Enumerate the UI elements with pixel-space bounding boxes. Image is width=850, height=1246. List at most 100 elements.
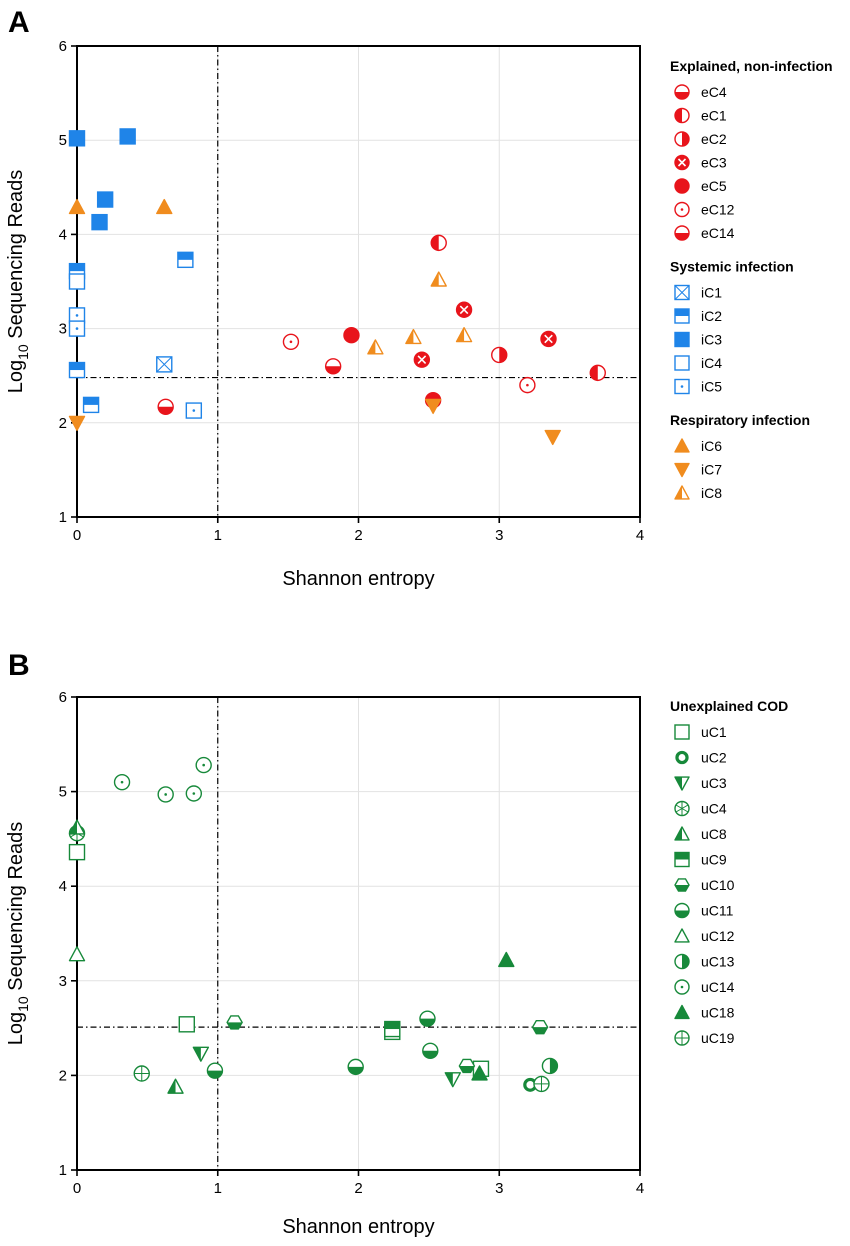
data-point-uc11 [419,1010,436,1027]
legend-marker [674,902,690,919]
gridlines [77,45,641,517]
panel-letter: A [8,6,30,39]
legend-marker [674,1004,690,1020]
legend-marker [674,438,690,453]
legend-marker [674,776,690,791]
legend-marker [674,724,690,740]
legend: Unexplained COD uC1 uC2 uC3 uC4 uC8 uC9 uC10 uC1… [670,698,788,1046]
legend-marker [674,485,690,500]
legend-item-ic3: iC3 [674,332,722,348]
data-point-ic7 [424,398,442,415]
data-point-ec3 [540,330,557,348]
legend-item-uc18: uC18 [674,1004,735,1021]
legend-label: eC14 [701,225,735,241]
data-points [68,756,559,1094]
legend-item-ec12: eC12 [674,202,735,218]
legend-item-ic1: iC1 [674,285,722,301]
legend-marker [675,750,689,765]
legend-marker [674,928,690,943]
data-point-uc11 [206,1062,224,1079]
legend-item-uc13: uC13 [674,953,735,970]
legend-label: iC7 [701,462,722,478]
legend-label: iC4 [701,355,722,371]
data-point-ic4 [68,273,86,290]
legend-label: iC3 [701,332,722,348]
legend-label: uC3 [701,775,727,791]
y-tick-label: 4 [59,226,67,243]
y-tick-label: 4 [59,878,67,895]
legend-item-ec3: eC3 [674,155,727,171]
data-point-ec1 [430,234,447,252]
data-point-ic2 [68,361,86,379]
data-point-uc11 [422,1042,439,1060]
data-point-ec12 [519,376,536,394]
legend-item-ec1: eC1 [674,107,727,124]
legend-label: iC2 [701,308,722,324]
data-point-uc8 [167,1078,184,1094]
data-point-uc14 [195,756,212,774]
legend-item-ic6: iC6 [674,438,722,454]
legend-label: uC9 [701,852,727,868]
legend-marker [674,225,690,241]
y-tick-label: 5 [59,784,67,801]
data-point-ic2 [177,251,194,269]
legend-label: iC6 [701,438,722,454]
legend-label: uC13 [701,954,735,970]
legend-item-uc11: uC11 [674,902,734,919]
legend-label: uC18 [701,1005,735,1021]
legend-marker [674,826,690,841]
legend-label: eC12 [701,202,735,218]
y-tick-label: 3 [59,973,67,990]
legend-marker [674,462,690,478]
gridlines [77,696,641,1170]
data-point-ec4 [157,398,174,415]
data-point-ic2 [82,396,100,414]
data-point-uc19 [133,1065,150,1082]
data-point-ic8 [430,271,447,287]
y-tick-label: 6 [59,689,67,706]
legend-label: iC5 [701,379,722,395]
data-point-uc3 [192,1046,210,1062]
y-tick-label: 2 [59,415,67,432]
legend-marker [674,107,690,124]
data-point-ic8 [455,326,473,343]
x-tick-label: 0 [73,527,81,544]
legend-label: uC12 [701,928,735,944]
data-point-uc14 [113,773,131,791]
data-point-ic3 [96,191,114,208]
data-point-ec3 [413,351,431,368]
data-point-uc14 [185,785,203,802]
data-point-uc9 [384,1020,401,1038]
legend-label: eC3 [701,155,727,171]
data-point-uc3 [444,1072,462,1088]
legend-item-uc12: uC12 [674,928,735,944]
legend-marker [674,1030,690,1046]
data-point-ec3 [455,301,473,318]
legend-item-ec2: eC2 [674,131,727,147]
legend-item-ec5: eC5 [674,178,727,194]
legend-label: uC1 [701,724,727,740]
data-point-ic6 [68,198,86,215]
data-point-ec1 [589,364,606,382]
x-axis-title: Shannon entropy [282,568,434,590]
legend-label: uC2 [701,750,727,766]
legend-marker [674,878,690,892]
data-point-ic5 [185,402,203,419]
data-point-ec4 [324,358,342,375]
panel-letter: B [8,649,30,682]
data-point-uc18 [498,951,515,968]
legend-marker [674,131,690,147]
x-tick-label: 2 [354,527,362,544]
data-point-uc18 [471,1065,488,1081]
legend-label: eC1 [701,108,727,124]
legend-item-ec14: eC14 [674,225,735,241]
data-point-ic7 [68,415,86,431]
legend-item-uc4: uC4 [674,801,727,817]
legend-marker [674,953,690,970]
legend-marker [674,178,690,194]
legend-marker [674,851,690,868]
data-point-uc12 [68,946,86,962]
x-tick-label: 3 [495,1180,503,1197]
